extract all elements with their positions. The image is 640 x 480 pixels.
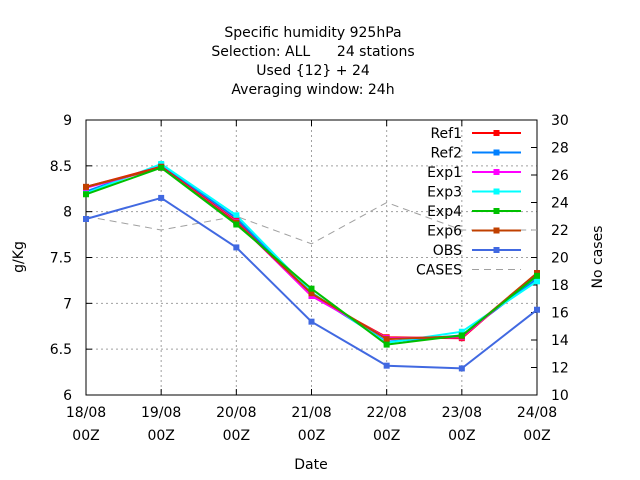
y2-tick-label: 12: [551, 361, 569, 377]
title-line: Specific humidity 925hPa: [224, 25, 401, 41]
y-tick-label: 7: [63, 296, 72, 312]
axes: 6 6.5 7 7.5 8 8.5 9 10 12 14 16 18 20 22 24 26 28 30 18/08…: [50, 113, 569, 444]
title-line: Used {12} + 24: [256, 63, 370, 79]
x-tick-label-date: 18/08: [66, 405, 106, 421]
x-tick-label-time: 00Z: [223, 428, 250, 444]
y2-tick-label: 26: [551, 168, 569, 184]
legend-label: Exp4: [427, 204, 462, 220]
y2-tick-label: 18: [551, 278, 569, 294]
legend-label: Ref1: [430, 126, 462, 142]
x-tick-label-date: 24/08: [517, 405, 557, 421]
y2-tick-label: 16: [551, 306, 569, 322]
data-point-exp4: [308, 285, 315, 292]
x-tick-label-time: 00Z: [298, 428, 325, 444]
x-axis-label: Date: [294, 457, 327, 473]
series-line-cases: [85, 201, 537, 245]
x-tick-label-time: 00Z: [523, 428, 550, 444]
x-tick-label-date: 20/08: [216, 405, 256, 421]
legend: Ref1 Ref2 Exp1 Exp3 Exp4 Exp6 OBS CASES: [416, 126, 521, 279]
x-tick-label-date: 19/08: [141, 405, 181, 421]
y2-tick-label: 24: [551, 196, 569, 212]
x-tick-label-time: 00Z: [448, 428, 475, 444]
y2-tick-label: 30: [551, 113, 569, 129]
data-point-obs: [233, 244, 240, 251]
legend-label: Exp3: [427, 185, 462, 201]
series-exp3: [83, 161, 540, 346]
x-tick-label-time: 00Z: [373, 428, 400, 444]
y2-axis-label: No cases: [590, 226, 606, 289]
data-point-exp6: [383, 336, 390, 343]
data-point-exp6: [83, 183, 89, 190]
series-cases: [85, 201, 537, 245]
y-tick-label: 7.5: [50, 251, 72, 267]
data-point-exp3: [458, 328, 465, 335]
legend-swatch-marker: [493, 247, 500, 253]
series-line-ref1: [85, 165, 538, 340]
data-point-obs: [158, 194, 165, 201]
legend-item-exp4: Exp4: [427, 204, 521, 220]
x-tick-label-date: 22/08: [366, 405, 406, 421]
legend-item-ref1: Ref1: [430, 126, 521, 142]
y-tick-label: 8: [63, 205, 72, 221]
data-point-exp3: [233, 212, 240, 219]
data-point-obs: [383, 362, 390, 369]
chart-title: Specific humidity 925hPa Selection: ALL 2…: [211, 25, 414, 98]
series-ref2: [83, 161, 540, 345]
legend-swatch-marker: [493, 169, 500, 175]
series-obs: [83, 194, 540, 372]
data-point-exp4: [383, 341, 390, 348]
legend-swatch-marker: [493, 227, 500, 234]
grid: [86, 120, 537, 395]
data-point-exp4: [158, 164, 165, 171]
y-tick-label: 8.5: [50, 159, 72, 175]
legend-item-exp6: Exp6: [427, 224, 521, 240]
series-line-exp1: [85, 166, 538, 340]
data-point-obs: [534, 306, 540, 313]
y2-tick-label: 28: [551, 141, 569, 157]
y-tick-label: 6.5: [50, 342, 72, 358]
data-point-exp3: [534, 278, 540, 285]
data-point-exp4: [233, 221, 240, 228]
legend-swatch-marker: [493, 208, 500, 214]
legend-swatch-marker: [493, 149, 500, 156]
legend-label: Exp6: [427, 224, 462, 240]
legend-item-exp3: Exp3: [427, 185, 521, 201]
data-point-exp4: [83, 191, 89, 198]
legend-label: OBS: [433, 243, 462, 259]
series-line-exp6: [85, 166, 538, 341]
title-line: Selection: ALL 24 stations: [211, 44, 414, 60]
series-line-obs: [85, 196, 538, 370]
x-tick-label-time: 00Z: [147, 428, 174, 444]
y-axis-label: g/Kg: [11, 241, 27, 273]
data-point-exp4: [458, 332, 465, 339]
y2-tick-label: 20: [551, 251, 569, 267]
legend-label: Exp1: [427, 165, 462, 181]
legend-item-cases: CASES: [416, 263, 521, 279]
x-tick-label-time: 00Z: [72, 428, 99, 444]
data-point-exp4: [534, 272, 540, 279]
legend-swatch-marker: [493, 188, 500, 195]
legend-item-ref2: Ref2: [430, 146, 521, 162]
data-point-obs: [458, 365, 465, 372]
legend-label: Ref2: [430, 146, 462, 162]
legend-item-obs: OBS: [433, 243, 521, 259]
data-point-exp6: [308, 290, 315, 297]
legend-swatch-marker: [493, 130, 500, 136]
series: [83, 161, 540, 372]
y2-tick-label: 14: [551, 333, 569, 349]
data-point-obs: [308, 318, 315, 325]
x-tick-label-date: 21/08: [291, 405, 331, 421]
x-tick-label-date: 23/08: [442, 405, 482, 421]
y2-tick-label: 22: [551, 223, 569, 239]
series-exp4: [83, 164, 540, 348]
y-tick-label: 6: [63, 388, 72, 404]
data-point-obs: [83, 216, 89, 222]
y2-tick-label: 10: [551, 388, 569, 404]
y-tick-label: 9: [63, 113, 72, 129]
legend-item-exp1: Exp1: [427, 165, 521, 181]
title-line: Averaging window: 24h: [231, 82, 394, 98]
legend-label: CASES: [416, 263, 462, 279]
